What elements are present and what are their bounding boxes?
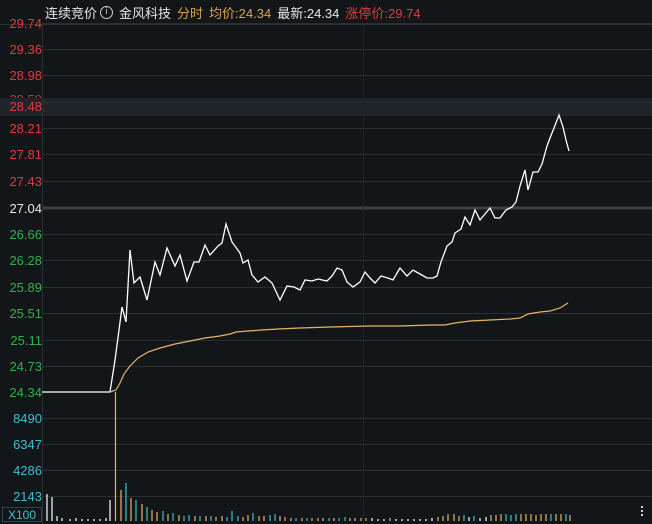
avg-price-value: 24.34	[238, 5, 272, 21]
reference-price-tick: 27.04	[9, 201, 42, 216]
price-tick: 29.36	[9, 42, 42, 57]
price-tick: 25.51	[9, 306, 42, 321]
price-tick-highlighted: 28.48	[9, 99, 42, 114]
price-line	[42, 113, 570, 393]
volume-tick: 6347	[13, 437, 42, 452]
stock-name: 金风科技	[119, 5, 172, 21]
price-tick: 25.11	[10, 333, 42, 348]
price-tick: 25.89	[9, 280, 42, 295]
price-tick: 26.28	[9, 253, 42, 268]
price-tick: 28.98	[9, 68, 42, 83]
volume-tick: 8490	[13, 411, 42, 426]
price-tick: 27.43	[9, 174, 42, 189]
price-tick: 24.73	[9, 359, 42, 374]
trading-mode-label: 连续竞价	[45, 5, 98, 21]
info-icon[interactable]: i	[100, 5, 114, 19]
volume-tick: 4286	[13, 463, 42, 478]
limit-up-label: 涨停价:29.74	[345, 5, 421, 21]
view-label[interactable]: 分时	[177, 5, 204, 21]
price-tick: 28.21	[9, 121, 42, 136]
price-grid	[42, 23, 652, 497]
price-tick: 24.34	[9, 385, 42, 400]
volume-unit-button[interactable]: X100	[2, 507, 42, 522]
limit-up-value: 29.74	[388, 5, 421, 21]
average-price-line	[109, 302, 569, 393]
avg-price-label: 均价:24.34	[209, 5, 272, 21]
volume-tick: 2143	[13, 489, 42, 504]
price-tick: 27.81	[9, 147, 42, 162]
header-divider	[0, 24, 652, 25]
volume-bars	[46, 483, 571, 521]
price-tick: 26.66	[9, 227, 42, 242]
price-tick-hidden: 28.59	[0, 93, 42, 98]
last-price-label: 最新:24.34	[277, 5, 340, 21]
last-price-value: 24.34	[306, 5, 340, 21]
drag-handle-icon[interactable]	[641, 506, 643, 516]
price-tick: 29.74	[9, 16, 42, 31]
chart-header: 连续竞价 i 金风科技 分时 均价:24.34 最新:24.34 涨停价:29.…	[0, 0, 652, 24]
